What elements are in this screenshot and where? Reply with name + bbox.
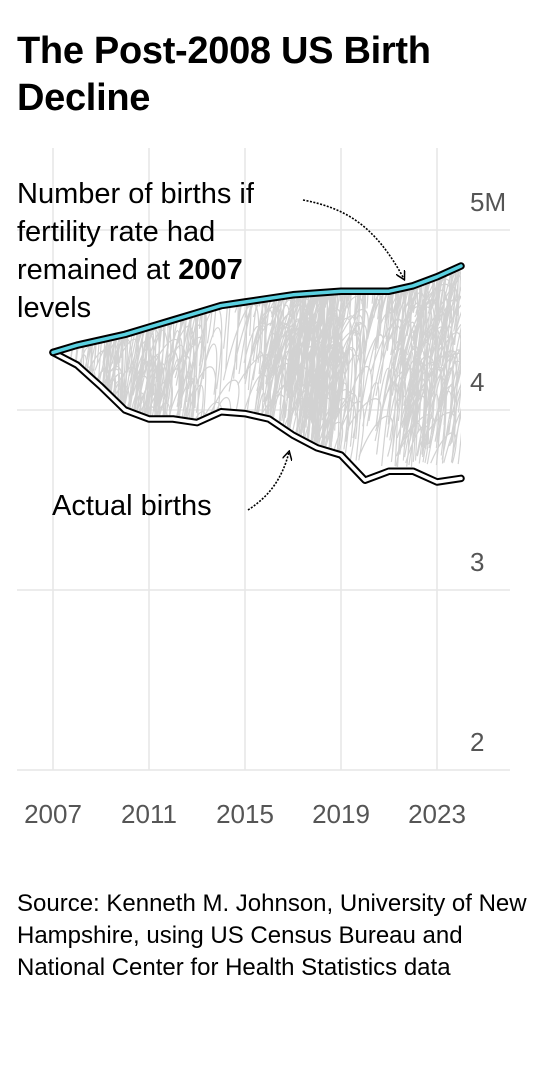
x-tick-label: 2011	[121, 799, 177, 829]
y-tick-label: 2	[470, 727, 484, 757]
x-tick-label: 2023	[408, 799, 466, 829]
projected-annotation: Number of births if fertility rate had r…	[17, 178, 262, 324]
x-tick-labels: 2007 2011 2015 2019 2023	[24, 799, 466, 829]
projected-annotation-line-4: levels	[17, 292, 91, 324]
projected-annotation-year: 2007	[178, 254, 243, 286]
actual-annotation-arrow	[247, 452, 289, 511]
series-layer	[49, 262, 465, 486]
chart-title: The Post-2008 US Birth Decline	[17, 30, 431, 119]
x-tick-label: 2019	[312, 799, 370, 829]
projected-births-line	[51, 264, 463, 355]
actual-births-line	[51, 350, 463, 484]
projected-annotation-line-2: fertility rate had	[17, 216, 215, 248]
gap-scribble-stroke	[427, 266, 461, 445]
projected-annotation-line-1: Number of births if	[17, 178, 255, 210]
source-note: Source: Kenneth M. Johnson, University o…	[17, 890, 527, 981]
y-gridlines	[17, 229, 510, 771]
projected-annotation-line-3: remained at	[17, 254, 178, 286]
gap-scribble-stroke	[374, 266, 430, 455]
projected-annotation-arrow	[302, 199, 404, 279]
line-chart: 2 3 4 5M 2007 2011 2015 2019 2023 Number of bir…	[17, 148, 510, 829]
y-tick-label: 5M	[470, 187, 506, 217]
gap-scribble-stroke	[53, 309, 97, 458]
y-tick-label: 3	[470, 547, 484, 577]
y-tick-label: 4	[470, 367, 484, 397]
x-tick-label: 2007	[24, 799, 82, 829]
x-tick-label: 2015	[216, 799, 274, 829]
y-tick-labels: 2 3 4 5M	[470, 187, 506, 757]
actual-annotation: Actual births	[52, 490, 212, 522]
gap-scribble-stroke	[306, 266, 367, 461]
